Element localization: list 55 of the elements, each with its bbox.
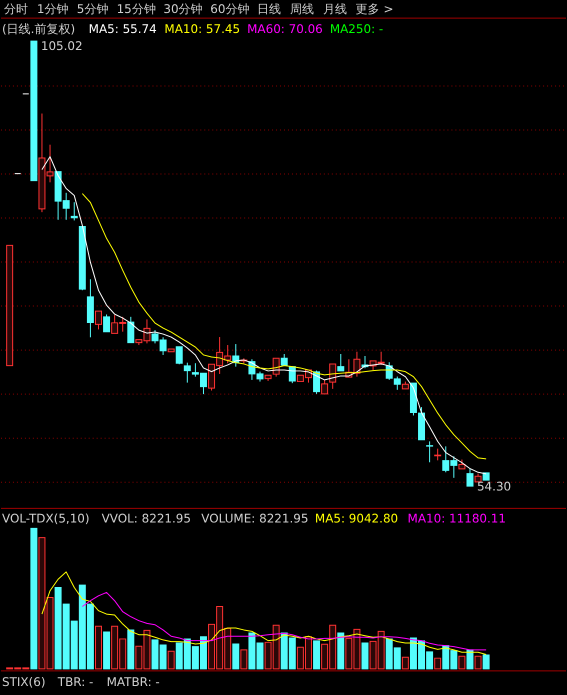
bar <box>103 632 110 670</box>
candlestick <box>337 353 344 372</box>
text: STIX(6) <box>2 674 46 689</box>
text: 周线 <box>290 2 314 16</box>
candlestick <box>94 310 102 330</box>
candlestick <box>127 316 134 344</box>
text: MA10: 11180.11 <box>408 511 506 526</box>
text: 5分钟 <box>76 2 108 16</box>
candlestick <box>321 379 328 394</box>
legend-label: MA60: 70.06 <box>247 22 323 36</box>
annotation: 105.02 <box>40 39 83 54</box>
bar <box>466 649 474 670</box>
text: TBR: - <box>56 674 94 689</box>
legend-label: MA250: - <box>330 22 384 36</box>
bar <box>240 649 248 670</box>
text: MA5: 55.74 <box>88 22 157 36</box>
bar <box>482 654 490 670</box>
text: MATBR: - <box>106 674 160 689</box>
text: 30分钟 <box>163 2 203 16</box>
bar <box>474 656 482 670</box>
text: 月线 <box>322 2 347 16</box>
text: 日线 <box>257 2 282 16</box>
candlestick <box>426 440 434 463</box>
candlestick <box>458 459 466 470</box>
bar <box>313 640 320 670</box>
candlestick <box>103 314 110 332</box>
bar <box>402 656 409 670</box>
text: 分时 <box>4 2 28 16</box>
candlestick <box>394 376 401 390</box>
text: MA10: 57.45 <box>164 22 240 36</box>
bar <box>232 643 240 670</box>
text: 更多 > <box>356 2 394 16</box>
bar <box>434 658 442 670</box>
candlestick <box>280 353 288 366</box>
bar <box>127 629 134 670</box>
text: 60分钟 <box>210 2 250 16</box>
chart-title: (日线.前复权) <box>2 22 76 36</box>
bar <box>362 642 368 670</box>
text: MA5: 9042.80 <box>314 511 398 526</box>
candlestick <box>466 468 474 488</box>
text: VOLUME: 8221.95 <box>201 511 308 526</box>
bar <box>30 528 38 670</box>
bar <box>337 632 344 670</box>
candlestick <box>434 448 442 461</box>
text: VVOL: 8221.95 <box>102 511 191 526</box>
text: 1分钟 <box>36 2 68 16</box>
candlestick <box>70 202 78 221</box>
candlestick <box>184 362 191 384</box>
chart-title: VOL-TDX(5,10) <box>2 511 90 526</box>
text: 15分钟 <box>116 2 156 16</box>
candlestick <box>176 346 183 365</box>
bar <box>94 626 102 670</box>
bar <box>458 656 466 670</box>
annotation: 54.30 <box>476 479 512 494</box>
bar <box>168 650 175 670</box>
